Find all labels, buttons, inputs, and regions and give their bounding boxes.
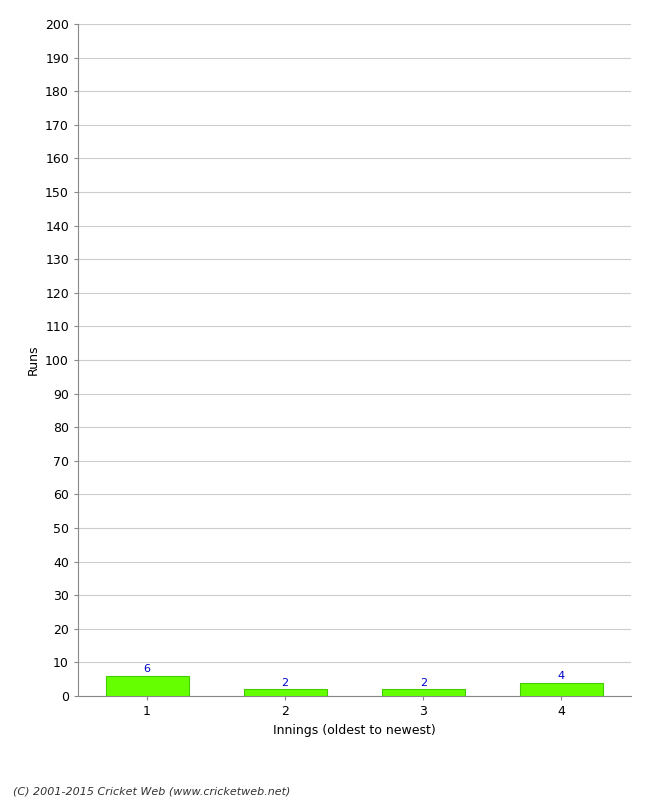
Text: 2: 2 [420,678,427,687]
Text: 2: 2 [281,678,289,687]
Text: 6: 6 [144,664,151,674]
Bar [520,682,603,696]
Bar [244,690,326,696]
Y-axis label: Runs: Runs [27,345,40,375]
Text: (C) 2001-2015 Cricket Web (www.cricketweb.net): (C) 2001-2015 Cricket Web (www.cricketwe… [13,786,291,796]
Bar [382,690,465,696]
Bar [105,676,188,696]
Text: 4: 4 [558,671,565,681]
X-axis label: Innings (oldest to newest): Innings (oldest to newest) [273,723,436,737]
